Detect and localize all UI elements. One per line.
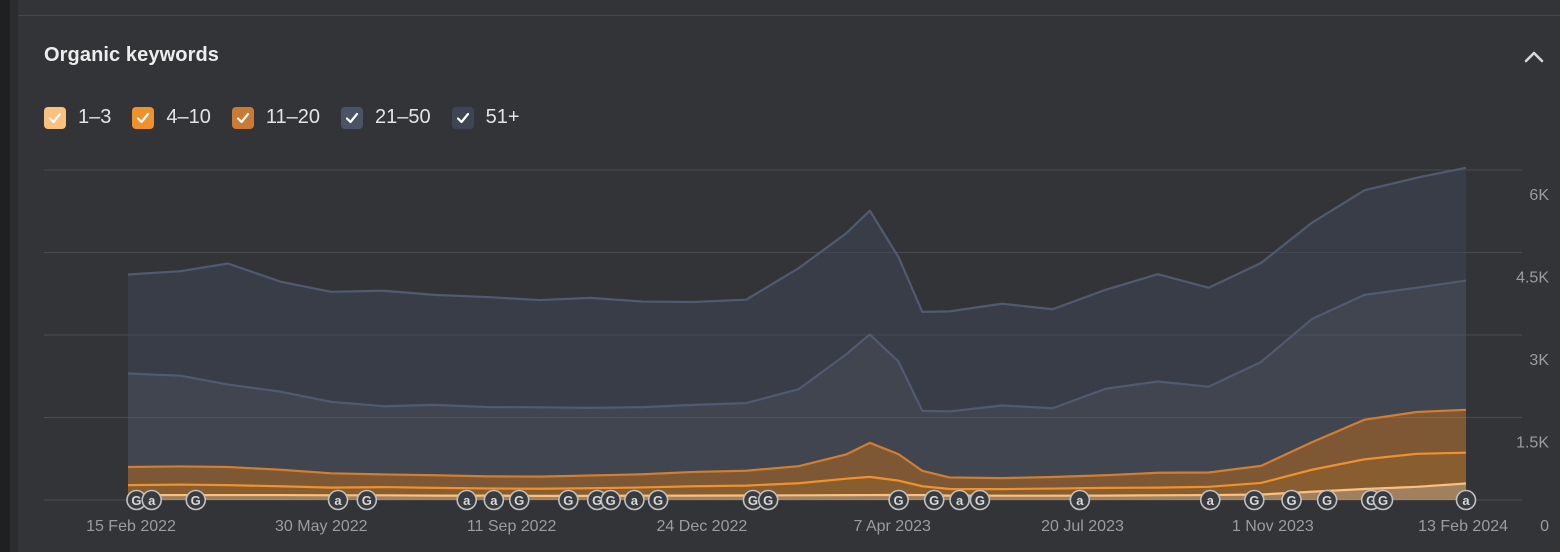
google-update-icon[interactable]: G xyxy=(558,489,579,511)
legend-label: 51+ xyxy=(485,106,520,128)
line-series-4 xyxy=(127,166,1467,313)
legend-item-11-20[interactable]: 11–20 xyxy=(231,106,321,129)
area-series-1 xyxy=(128,452,1466,496)
svg-text:G: G xyxy=(1249,493,1259,508)
annotation-icon[interactable]: a xyxy=(624,489,645,511)
svg-text:G: G xyxy=(975,493,985,508)
google-update-icon[interactable]: G xyxy=(600,489,621,511)
svg-text:G: G xyxy=(191,493,201,508)
svg-text:a: a xyxy=(334,493,342,508)
x-tick-label: 24 Dec 2022 xyxy=(657,518,748,535)
google-update-icon[interactable]: G xyxy=(888,489,909,511)
svg-text:G: G xyxy=(763,493,773,508)
google-update-icon[interactable]: G xyxy=(1281,489,1302,511)
y-tick-label: 6K xyxy=(1529,187,1549,204)
svg-text:G: G xyxy=(894,493,904,508)
svg-text:a: a xyxy=(1462,493,1470,508)
svg-text:G: G xyxy=(1366,493,1376,508)
annotation-icon[interactable]: a xyxy=(949,489,970,511)
legend-label: 21–50 xyxy=(375,106,431,128)
annotation-icon[interactable]: a xyxy=(456,489,478,511)
svg-text:G: G xyxy=(563,493,573,508)
legend-item-21-50[interactable]: 21–50 xyxy=(341,106,431,129)
google-update-icon[interactable]: G xyxy=(647,489,669,511)
google-update-icon[interactable]: G xyxy=(1316,489,1338,511)
top-divider xyxy=(18,15,1560,16)
svg-text:G: G xyxy=(748,493,758,508)
x-tick-label: 7 Apr 2023 xyxy=(853,518,931,535)
svg-text:a: a xyxy=(956,493,964,508)
google-update-icon[interactable]: G xyxy=(1372,489,1394,511)
svg-text:G: G xyxy=(514,493,524,508)
annotation-icon[interactable]: a xyxy=(141,489,163,511)
svg-text:a: a xyxy=(463,493,471,508)
annotation-icon[interactable]: a xyxy=(1455,489,1477,511)
svg-text:a: a xyxy=(148,493,156,508)
check-icon[interactable] xyxy=(231,106,254,129)
google-update-icon[interactable]: G xyxy=(1243,489,1265,511)
svg-text:G: G xyxy=(1286,493,1296,508)
check-icon[interactable] xyxy=(44,106,66,129)
area-series-3 xyxy=(128,280,1466,479)
y-tick-label: 4.5K xyxy=(1516,270,1549,287)
svg-text:G: G xyxy=(653,493,663,508)
annotation-icon[interactable]: a xyxy=(1199,489,1221,511)
area-series-4 xyxy=(128,167,1466,412)
x-tick-label: 1 Nov 2023 xyxy=(1232,518,1314,535)
google-update-icon[interactable]: G xyxy=(969,489,991,511)
line-series-2 xyxy=(127,408,1467,480)
x-tick-label: 20 Jul 2023 xyxy=(1041,518,1124,535)
line-series-3 xyxy=(127,279,1467,413)
google-update-icon[interactable]: G xyxy=(757,489,779,511)
svg-text:G: G xyxy=(362,493,372,508)
annotation-icon[interactable]: a xyxy=(1069,489,1091,511)
annotation-icon[interactable]: a xyxy=(327,489,349,511)
legend-label: 1–3 xyxy=(78,106,112,128)
x-tick-label: 30 May 2022 xyxy=(275,518,368,535)
y-tick-label: 1.5K xyxy=(1516,435,1549,452)
x-tick-label: 11 Sep 2022 xyxy=(467,518,557,535)
legend-item-1-3[interactable]: 1–3 xyxy=(44,106,111,129)
chevron-up-icon xyxy=(1524,51,1544,63)
svg-text:a: a xyxy=(631,493,639,508)
legend-label: 4–10 xyxy=(166,106,211,128)
annotation-icon[interactable]: a xyxy=(483,489,505,511)
check-icon[interactable] xyxy=(451,106,474,129)
x-tick-label: 15 Feb 2022 xyxy=(86,518,176,535)
svg-text:a: a xyxy=(490,493,498,508)
y-tick-label: 0 xyxy=(1540,518,1549,535)
google-update-icon[interactable]: G xyxy=(508,489,530,511)
check-icon[interactable] xyxy=(341,106,364,129)
svg-text:G: G xyxy=(1378,493,1388,508)
panel-title: Organic keywords xyxy=(44,44,219,66)
svg-text:a: a xyxy=(1076,493,1084,508)
area-series-2 xyxy=(128,409,1466,490)
svg-text:G: G xyxy=(606,493,616,508)
check-icon[interactable] xyxy=(132,106,155,129)
svg-text:G: G xyxy=(131,493,141,508)
legend: 1–3 4–10 11–20 21–50 51+ xyxy=(44,106,541,129)
svg-text:a: a xyxy=(1207,493,1215,508)
svg-text:G: G xyxy=(592,493,602,508)
google-update-icon[interactable]: G xyxy=(356,489,378,511)
svg-text:G: G xyxy=(929,493,939,508)
left-rail xyxy=(0,0,10,552)
line-series-1 xyxy=(127,451,1467,491)
legend-item-51-plus[interactable]: 51+ xyxy=(451,106,520,129)
x-tick-label: 13 Feb 2024 xyxy=(1418,518,1508,535)
svg-text:G: G xyxy=(1322,493,1332,508)
google-update-icon[interactable]: G xyxy=(185,489,207,511)
collapse-button[interactable] xyxy=(1520,44,1548,70)
legend-label: 11–20 xyxy=(265,106,321,128)
legend-item-4-10[interactable]: 4–10 xyxy=(132,106,211,129)
google-update-icon[interactable]: G xyxy=(923,489,945,511)
y-tick-label: 3K xyxy=(1529,352,1549,369)
